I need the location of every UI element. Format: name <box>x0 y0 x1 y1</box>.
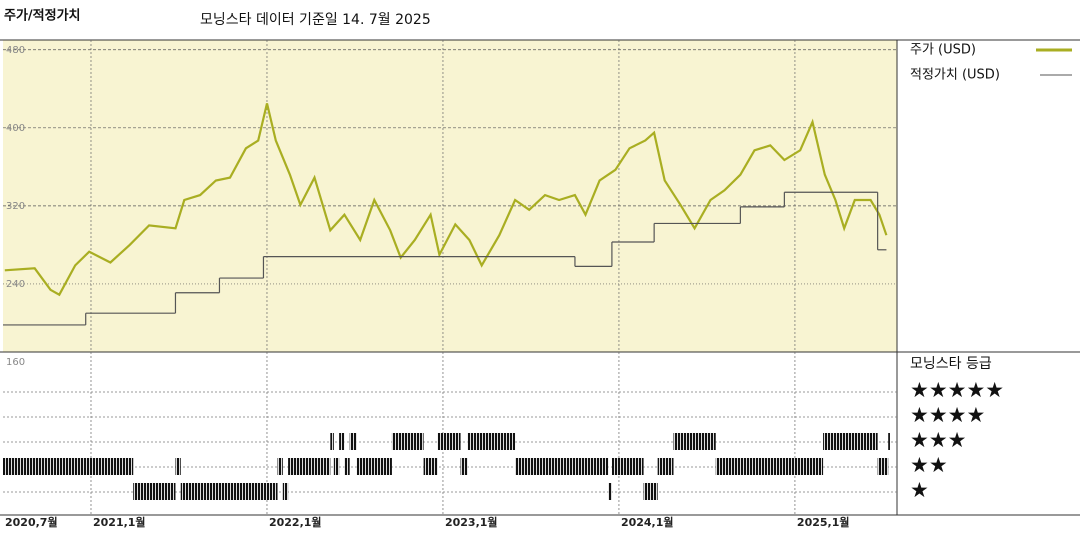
x-tick-label: 2020,7월 <box>5 515 58 529</box>
x-tick-label: 2022,1월 <box>269 515 322 529</box>
legend-label: 적정가치 (USD) <box>910 68 1000 83</box>
x-tick-label: 2021,1월 <box>93 515 146 529</box>
rating-label: ★★★★★ <box>910 378 1004 402</box>
x-tick-label: 2024,1월 <box>621 515 674 529</box>
rating-bar <box>608 483 612 500</box>
rating-bar <box>180 483 278 500</box>
rating-label: ★★★ <box>910 428 966 452</box>
rating-bar <box>611 458 644 475</box>
rating-title: 모닝스타 등급 <box>910 356 992 372</box>
rating-bar <box>437 433 461 450</box>
rating-bar <box>643 483 658 500</box>
rating-bar <box>391 433 424 450</box>
rating-label: ★★ <box>910 453 948 477</box>
rating-label: ★ <box>910 478 929 502</box>
legend-label: 주가 (USD) <box>910 43 976 58</box>
rating-bar <box>133 483 176 500</box>
rating-bar <box>175 458 181 475</box>
rating-bar <box>515 458 609 475</box>
rating-bar <box>877 458 889 475</box>
rating-bar <box>823 433 878 450</box>
y-tick-label: 400 <box>6 123 25 134</box>
rating-bar <box>282 483 289 500</box>
rating-bar <box>349 433 357 450</box>
frame <box>0 39 1080 516</box>
rating-bar <box>356 458 370 475</box>
rating-bar <box>339 433 345 450</box>
rating-bar <box>657 458 674 475</box>
y-tick-label: 160 <box>6 357 25 368</box>
rating-bar <box>344 458 350 475</box>
rating-bar <box>333 458 340 475</box>
rating-bar <box>460 458 468 475</box>
rating-bar <box>467 433 516 450</box>
y-tick-label: 480 <box>6 45 25 56</box>
x-tick-label: 2023,1월 <box>445 515 498 529</box>
rating-label: ★★★★ <box>910 403 985 427</box>
rating-bar <box>369 458 392 475</box>
chart-title: 주가/적정가치 <box>4 8 81 24</box>
rating-bar <box>277 458 283 475</box>
rating-bar <box>888 433 890 450</box>
rating-bar <box>3 458 134 475</box>
rating-bar <box>288 458 331 475</box>
price-line <box>4 103 888 297</box>
rating-bar <box>330 433 334 450</box>
price-panel <box>3 40 897 352</box>
x-tick-label: 2025,1월 <box>797 515 850 529</box>
rating-bar <box>423 458 438 475</box>
y-tick-label: 240 <box>6 279 25 290</box>
rating-bar <box>673 433 716 450</box>
chart-subtitle: 모닝스타 데이터 기준일 14. 7월 2025 <box>200 12 431 28</box>
y-tick-label: 320 <box>6 201 25 212</box>
rating-bar <box>715 458 824 475</box>
